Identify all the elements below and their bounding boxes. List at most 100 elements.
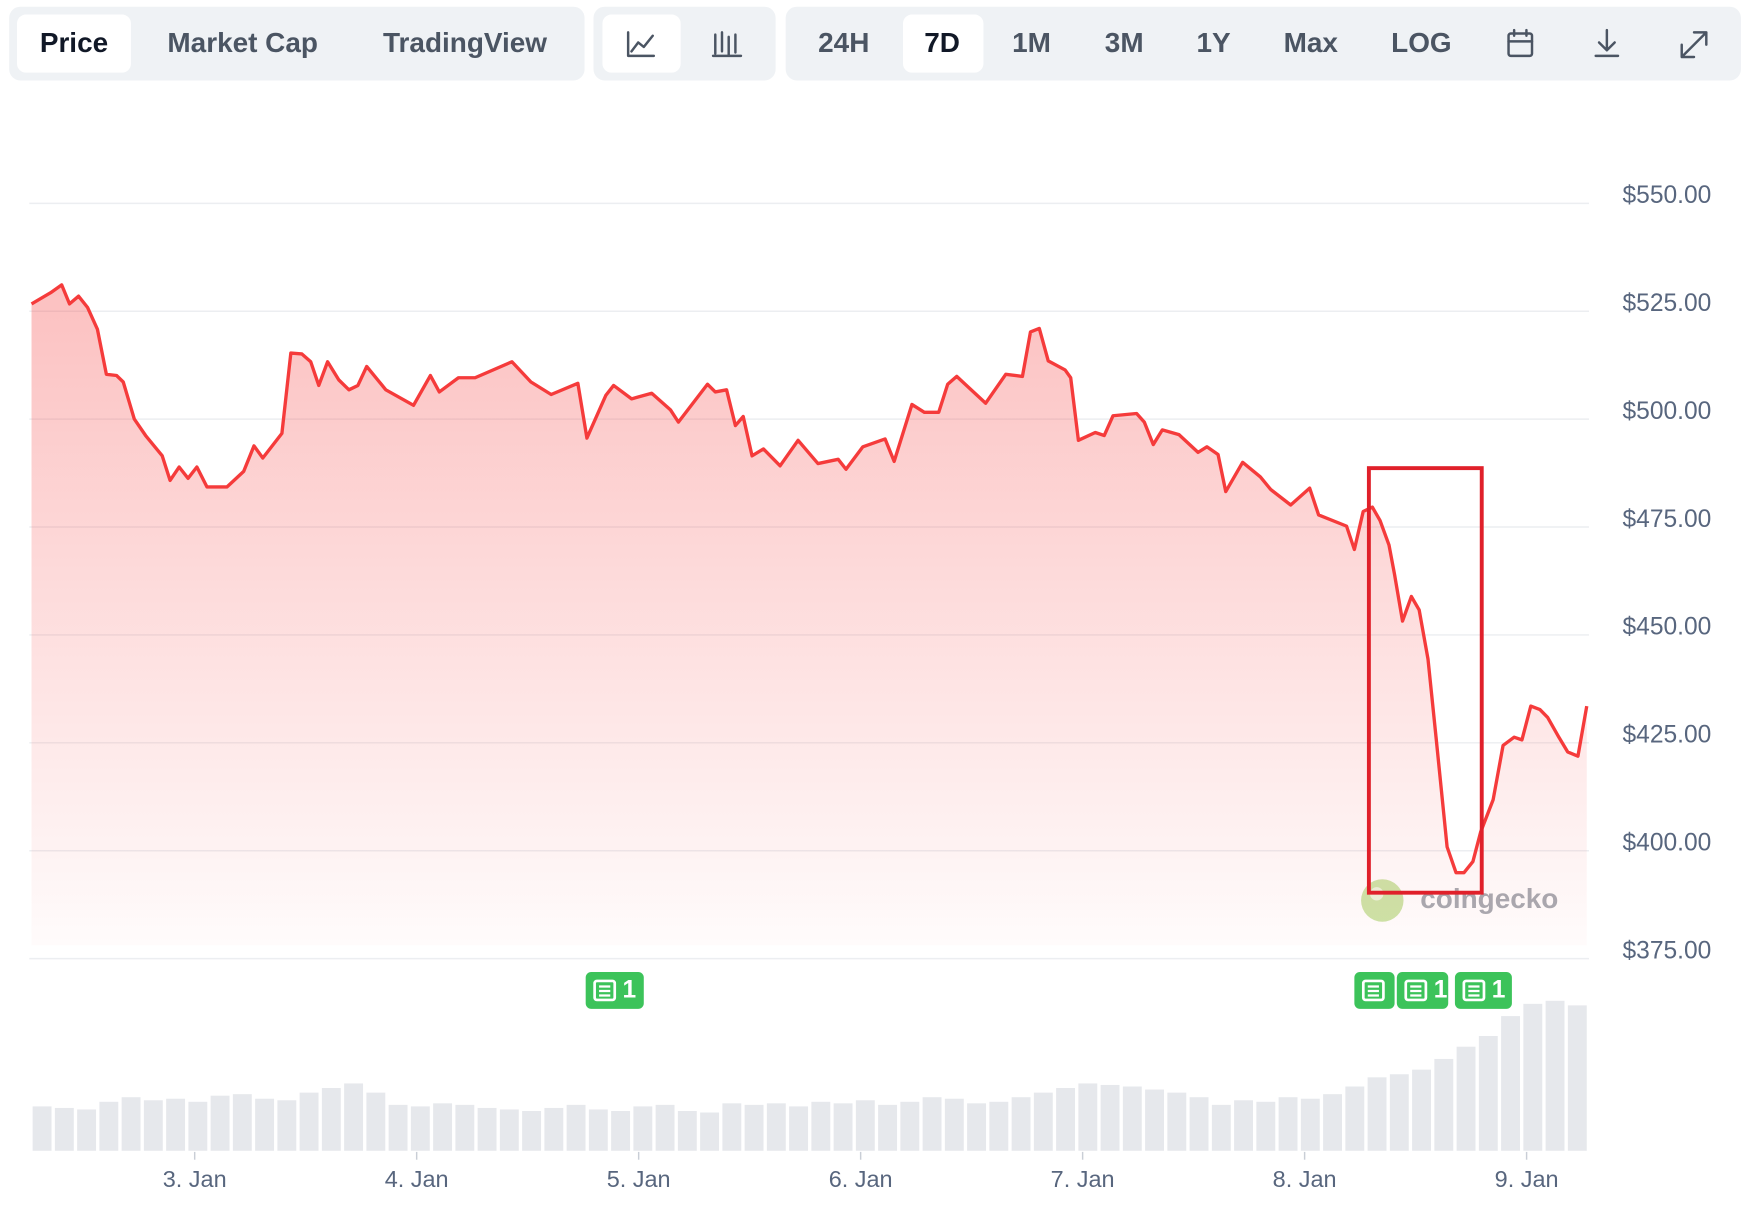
x-tick-label: 5. Jan: [607, 1166, 671, 1192]
volume-bar: [633, 1106, 653, 1151]
volume-bar: [811, 1101, 831, 1151]
calendar-icon[interactable]: [1507, 28, 1534, 58]
volume-bar: [1345, 1086, 1365, 1151]
volume-bar: [922, 1097, 942, 1151]
volume-bar: [789, 1106, 809, 1151]
range-tabs: [785, 6, 1741, 81]
volume-bar: [944, 1098, 964, 1151]
news-icon: [1404, 979, 1428, 1002]
tab-market-cap[interactable]: Market Cap: [167, 27, 318, 58]
volume-bar: [166, 1098, 186, 1151]
volume-bar: [499, 1109, 519, 1151]
active-tab: [16, 14, 131, 73]
line-chart-icon[interactable]: [626, 31, 656, 58]
x-tick-label: 3. Jan: [163, 1166, 227, 1192]
range[interactable]: Max: [1284, 27, 1339, 58]
volume-bar: [1523, 1003, 1543, 1151]
volume-bar: [321, 1088, 341, 1151]
volume-bar: [1033, 1092, 1053, 1151]
range[interactable]: 1Y: [1197, 27, 1232, 58]
volume-bar: [655, 1104, 675, 1151]
volume-bar: [855, 1100, 875, 1151]
view-tabs: [9, 6, 585, 81]
y-tick-label: $400.00: [1623, 829, 1712, 856]
range[interactable]: 24H: [818, 27, 869, 58]
volume-bar: [388, 1104, 408, 1151]
volume-bar: [544, 1107, 564, 1151]
volume-bar: [833, 1103, 853, 1151]
y-tick-label: $450.00: [1623, 614, 1712, 641]
volume-bar: [1211, 1104, 1231, 1151]
news-count: 1: [1434, 977, 1448, 1004]
volume-bar: [989, 1101, 1009, 1151]
volume-bar: [1567, 1005, 1587, 1151]
volume-bar: [700, 1112, 720, 1151]
volume-bar: [967, 1103, 987, 1151]
y-tick-label: $525.00: [1623, 290, 1712, 317]
x-tick-label: 8. Jan: [1273, 1166, 1337, 1192]
y-tick-label: $500.00: [1623, 398, 1712, 425]
volume-bar: [232, 1094, 252, 1151]
y-tick-label: $375.00: [1623, 937, 1712, 964]
plot: $375.00 $400.00 $425.00 $450.00 $475.00 $500.…: [29, 182, 1711, 1192]
volume-bar: [1278, 1097, 1298, 1151]
news-count: 1: [1492, 977, 1506, 1004]
volume-bar: [1234, 1100, 1254, 1151]
volume-bar: [1323, 1094, 1343, 1151]
tab-price[interactable]: Price: [40, 27, 108, 58]
news-icon-lines: [599, 985, 611, 997]
volume-bar: [1189, 1097, 1209, 1151]
download-icon[interactable]: [1594, 28, 1620, 58]
volume-bar: [99, 1101, 119, 1151]
volume-bar: [455, 1104, 475, 1151]
candle-chart-icon[interactable]: [711, 31, 743, 58]
y-tick-label: $425.00: [1623, 722, 1712, 749]
highlight-box: [1366, 466, 1484, 895]
volume-bar: [744, 1104, 764, 1151]
news-icon-lines: [1367, 985, 1379, 997]
news-icon: [593, 979, 617, 1002]
news-icon: [1462, 979, 1486, 1002]
fullscreen-icon[interactable]: [1680, 31, 1708, 59]
volume-bar: [299, 1092, 319, 1151]
volume-bar: [588, 1109, 608, 1151]
volume-bar: [878, 1104, 898, 1151]
volume-bar: [32, 1106, 52, 1151]
volume-bar: [1122, 1086, 1142, 1151]
volume-bar: [188, 1101, 208, 1151]
volume-bar: [900, 1101, 920, 1151]
x-tick-label: 6. Jan: [829, 1166, 893, 1192]
volume-bar: [611, 1110, 631, 1151]
tab-tradingview[interactable]: TradingView: [383, 27, 547, 58]
log-toggle[interactable]: LOG: [1391, 27, 1452, 58]
y-tick-label: $550.00: [1623, 182, 1712, 209]
volume-bar: [1456, 1046, 1476, 1151]
volume-bar: [522, 1110, 542, 1151]
range[interactable]: 3M: [1105, 27, 1144, 58]
volume-bar: [1545, 1000, 1565, 1151]
volume-bar: [1434, 1058, 1454, 1151]
price-area: [31, 284, 1587, 946]
range[interactable]: 1M: [1012, 27, 1051, 58]
volume-bar: [121, 1097, 141, 1151]
volume-bar: [210, 1095, 230, 1151]
volume-bar: [277, 1100, 297, 1151]
volume-bar: [344, 1083, 364, 1151]
volume-bar: [677, 1110, 697, 1151]
volume-bar: [1167, 1092, 1187, 1151]
news-icon: [1361, 979, 1385, 1002]
volume-bar: [1300, 1098, 1320, 1151]
volume-bar: [1011, 1097, 1031, 1151]
volume-bar: [366, 1092, 386, 1151]
volume-bar: [1145, 1089, 1165, 1151]
volume-bar: [1367, 1077, 1387, 1151]
volume-bar: [1056, 1088, 1076, 1151]
volume-bar: [1078, 1083, 1098, 1151]
x-tick-label: 4. Jan: [385, 1166, 449, 1192]
volume-bar: [1100, 1084, 1120, 1151]
volume-bar: [410, 1106, 430, 1151]
volume-bar: [54, 1107, 74, 1151]
volume-bar: [766, 1103, 786, 1151]
range[interactable]: 7D: [924, 27, 960, 58]
